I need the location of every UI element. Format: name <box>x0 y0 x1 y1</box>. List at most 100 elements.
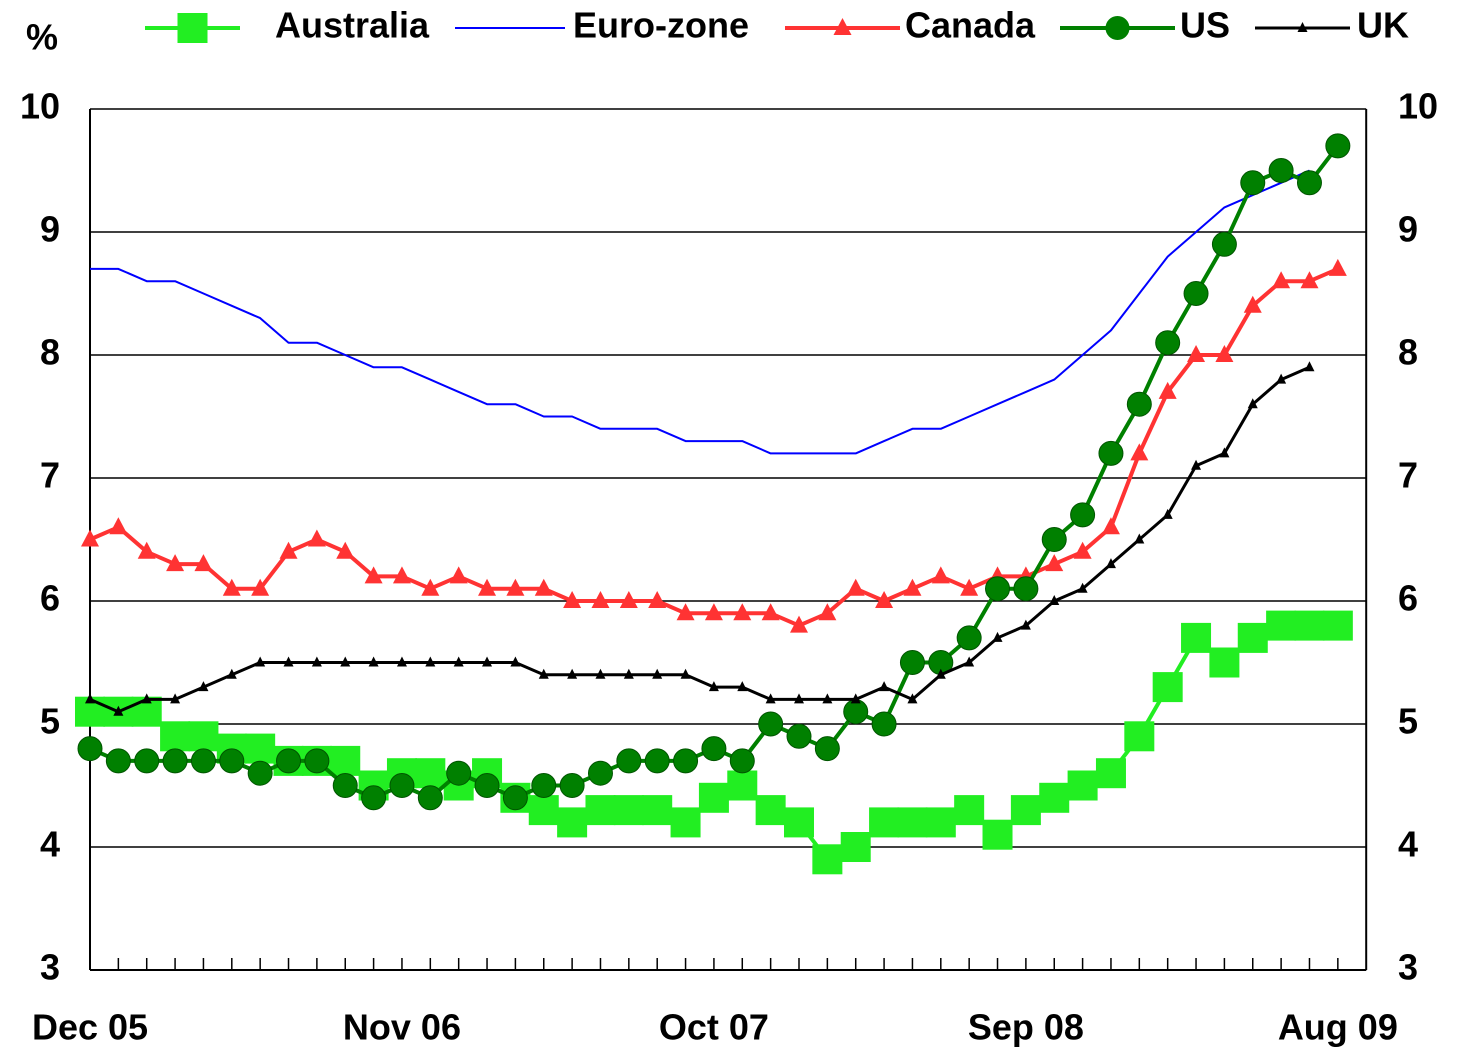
marker <box>761 603 780 621</box>
marker <box>1243 295 1262 313</box>
marker <box>1240 170 1266 196</box>
marker <box>392 566 411 584</box>
marker <box>850 693 861 704</box>
x-tick-label: Oct 07 <box>659 1007 769 1048</box>
y2-tick-label: 4 <box>1398 824 1418 865</box>
series-line <box>89 267 1339 628</box>
legend-label: Canada <box>905 5 1036 46</box>
legend-label: Australia <box>275 5 430 46</box>
marker <box>587 760 613 786</box>
marker <box>109 517 128 535</box>
marker <box>925 807 956 838</box>
marker <box>255 656 266 667</box>
marker <box>417 785 443 811</box>
marker <box>368 656 379 667</box>
marker <box>446 760 472 786</box>
marker <box>903 578 922 596</box>
y-tick-label: 9 <box>40 209 60 250</box>
marker <box>652 668 663 679</box>
y-tick-label: 8 <box>40 332 60 373</box>
y2-tick-label: 9 <box>1398 209 1418 250</box>
marker <box>585 795 616 826</box>
marker <box>698 782 729 813</box>
marker <box>396 656 407 667</box>
marker <box>1134 533 1145 544</box>
marker <box>1020 619 1031 630</box>
marker <box>166 554 185 572</box>
marker <box>449 566 468 584</box>
x-tick-label: Nov 06 <box>343 1007 461 1048</box>
marker <box>931 566 950 584</box>
marker <box>814 736 840 762</box>
marker <box>557 807 588 838</box>
marker <box>982 819 1013 850</box>
marker <box>1304 361 1315 372</box>
marker <box>642 795 673 826</box>
marker <box>510 656 521 667</box>
marker <box>1152 672 1183 703</box>
marker <box>729 748 755 774</box>
marker <box>245 733 276 764</box>
series-line <box>90 169 1310 455</box>
marker <box>1247 398 1258 409</box>
marker <box>623 668 634 679</box>
marker <box>1126 391 1152 417</box>
marker <box>758 711 784 737</box>
marker <box>818 603 837 621</box>
marker <box>673 748 699 774</box>
marker <box>162 748 188 774</box>
marker <box>1294 610 1325 641</box>
y2-tick-label: 3 <box>1398 947 1418 988</box>
y-tick-label: 7 <box>40 455 60 496</box>
marker <box>1158 381 1177 399</box>
marker <box>733 603 752 621</box>
marker <box>1322 610 1353 641</box>
marker <box>340 656 351 667</box>
marker <box>190 748 216 774</box>
marker <box>956 625 982 651</box>
marker <box>992 631 1003 642</box>
marker <box>1187 345 1206 362</box>
marker <box>311 656 322 667</box>
y2-tick-label: 6 <box>1398 578 1418 619</box>
y-tick-label: 6 <box>40 578 60 619</box>
marker <box>279 541 298 559</box>
series-line <box>89 144 1340 800</box>
marker <box>188 721 219 752</box>
marker <box>538 668 549 679</box>
y-tick-label: 3 <box>40 947 60 988</box>
marker <box>77 736 103 762</box>
legend-label: UK <box>1357 5 1409 46</box>
marker <box>198 681 209 692</box>
marker <box>1039 782 1070 813</box>
legend-label: Euro-zone <box>573 5 749 46</box>
marker <box>935 668 946 679</box>
marker <box>812 844 843 875</box>
marker <box>1098 440 1124 466</box>
marker <box>194 554 213 572</box>
y-tick-label: 10 <box>20 86 60 127</box>
marker <box>1183 281 1209 306</box>
marker <box>1105 558 1116 569</box>
marker <box>670 807 701 838</box>
y-tick-label: 5 <box>40 701 60 742</box>
marker <box>591 591 610 608</box>
marker <box>247 760 273 786</box>
marker <box>822 693 833 704</box>
marker <box>474 773 500 798</box>
marker <box>680 668 691 679</box>
marker <box>251 578 270 596</box>
marker <box>226 668 237 679</box>
series-line <box>89 365 1311 714</box>
marker <box>846 578 865 596</box>
marker <box>219 748 245 774</box>
marker <box>616 748 642 774</box>
x-tick-label: Dec 05 <box>32 1007 148 1048</box>
legend-marker <box>177 13 208 43</box>
marker <box>964 656 975 667</box>
marker <box>421 578 440 596</box>
marker <box>786 723 812 749</box>
marker <box>336 541 355 559</box>
marker <box>364 566 383 584</box>
y-axis-label: % <box>26 17 58 58</box>
